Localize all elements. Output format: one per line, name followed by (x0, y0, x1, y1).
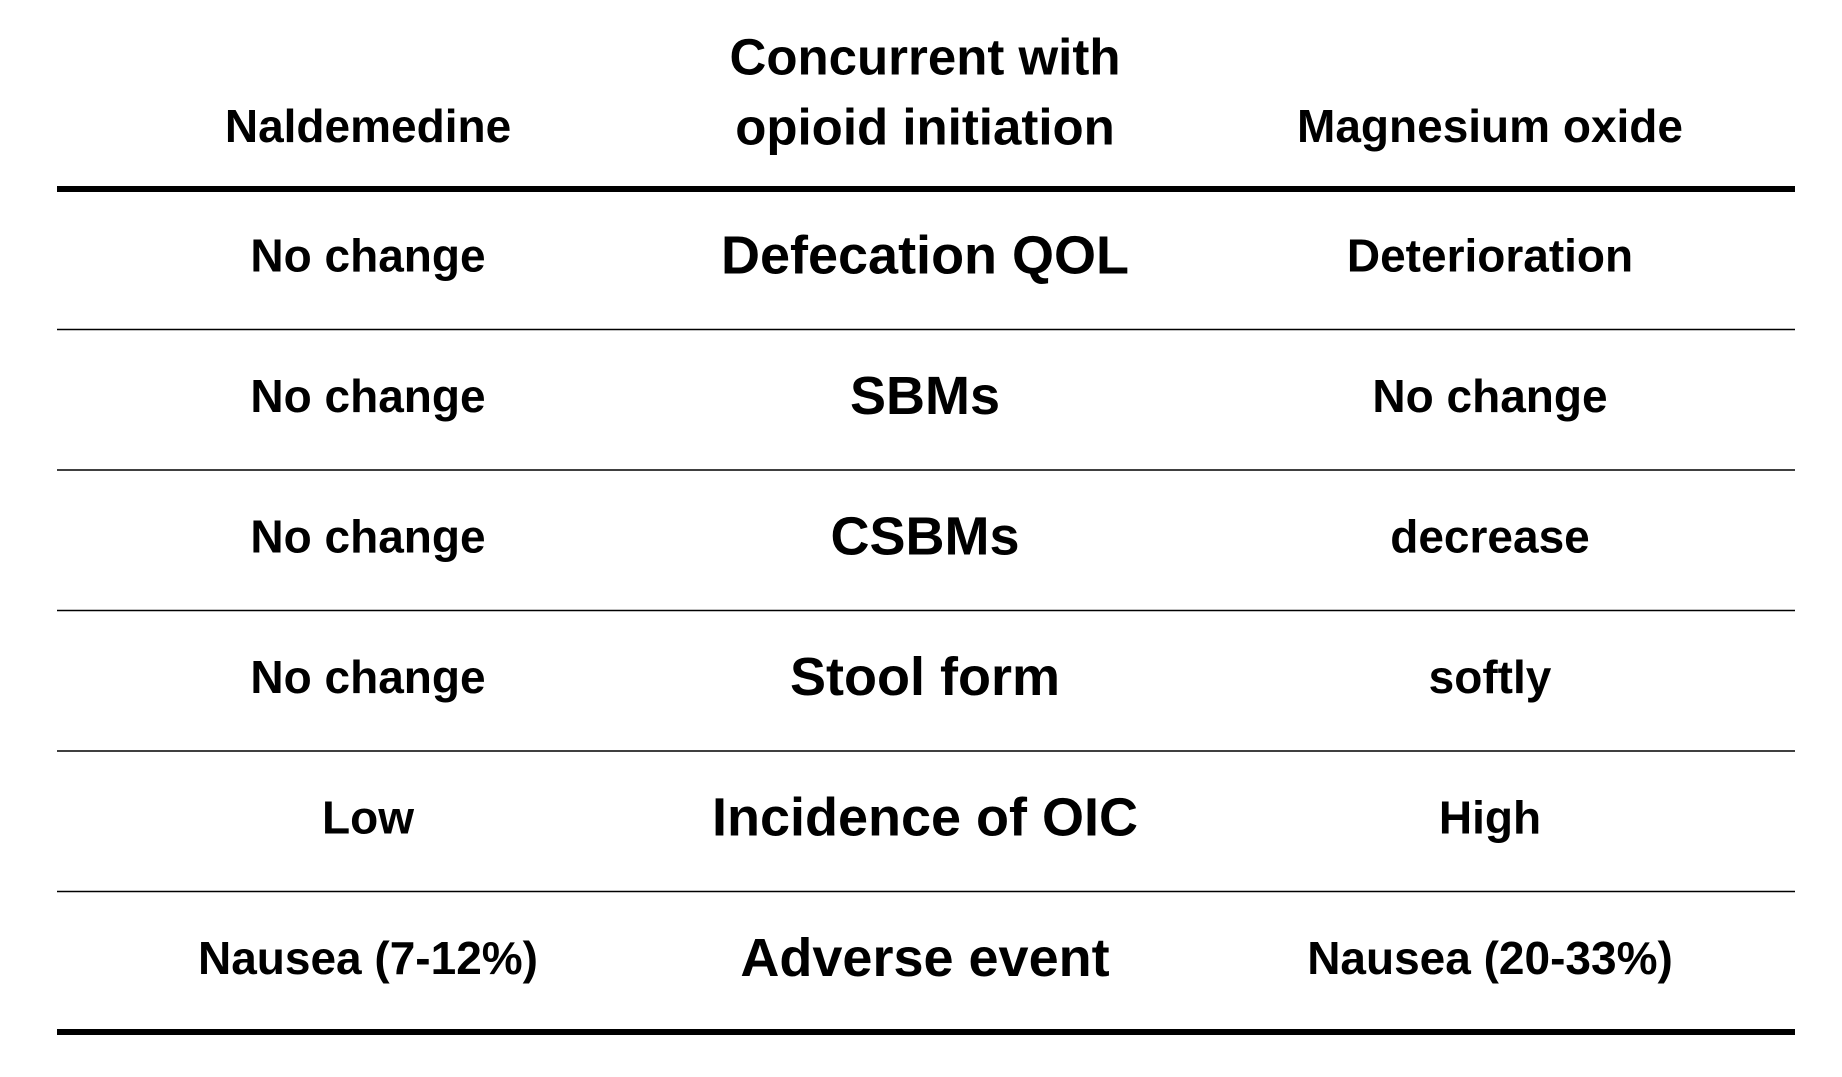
cell: Nausea (20-33%) (1307, 932, 1673, 984)
cell: High (1439, 791, 1541, 843)
row-label: CSBMs (830, 507, 1019, 567)
cell: No change (250, 651, 485, 703)
header-cell: Naldemedine (225, 100, 511, 152)
cell: No change (250, 510, 485, 562)
cell: softly (1429, 651, 1552, 703)
cell: decrease (1390, 510, 1590, 562)
row-label: Defecation QOL (721, 226, 1129, 286)
row-label: Adverse event (740, 928, 1109, 988)
row-label: Incidence of OIC (712, 788, 1138, 848)
cell: Low (322, 791, 414, 843)
cell: Nausea (7-12%) (198, 932, 538, 984)
cell: Deterioration (1347, 229, 1633, 281)
header-cell: Magnesium oxide (1297, 100, 1683, 152)
cell: No change (250, 229, 485, 281)
row-label: Stool form (790, 647, 1060, 707)
row-label: SBMs (850, 366, 1000, 426)
header-cell: Concurrent with (730, 28, 1121, 85)
cell: No change (1372, 370, 1607, 422)
cell: No change (250, 370, 485, 422)
header-cell: opioid initiation (735, 98, 1115, 155)
